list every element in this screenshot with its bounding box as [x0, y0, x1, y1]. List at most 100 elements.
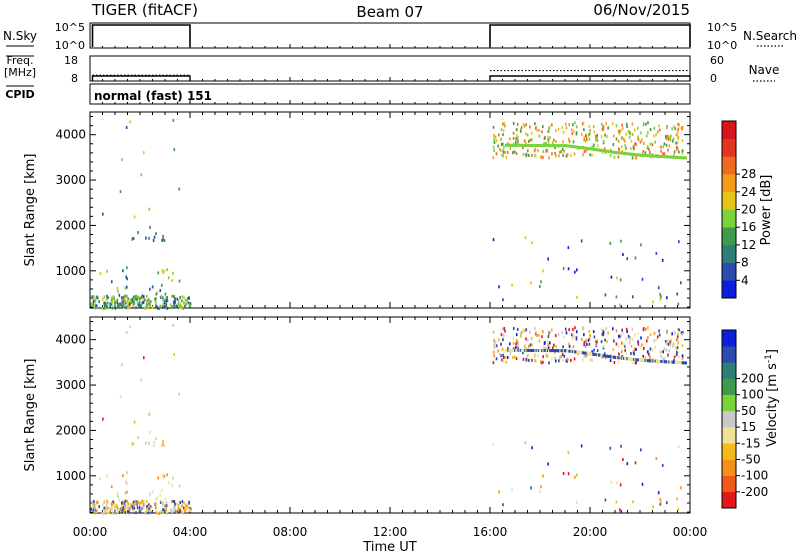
velocity-band-point — [645, 359, 648, 363]
power-point — [140, 295, 143, 299]
power-point — [681, 149, 684, 153]
power-point — [565, 126, 568, 130]
power-point — [582, 153, 584, 157]
power-point — [164, 292, 167, 296]
velocity-band-point — [543, 349, 546, 353]
velocity-point — [677, 507, 680, 511]
power-point — [591, 153, 593, 157]
power-point — [667, 134, 670, 138]
velocity-point — [551, 328, 553, 332]
power-point — [548, 156, 550, 160]
nsearch-tick-bottom: 10^0 — [707, 39, 737, 52]
velocity-point — [622, 332, 624, 336]
power-point — [625, 122, 628, 126]
power-band-point — [677, 155, 680, 159]
power-point — [525, 141, 527, 145]
power-point — [551, 152, 553, 156]
velocity-point — [551, 357, 553, 361]
time-tick-label-2: 08:00 — [273, 525, 308, 539]
velocity-colorbar-label-main: Velocity [m s — [765, 363, 780, 447]
power-point — [103, 306, 105, 310]
velocity-point — [600, 340, 603, 344]
power-point — [520, 125, 523, 129]
power-point — [138, 300, 141, 304]
power-band-point — [620, 151, 623, 155]
power-band-point — [649, 154, 651, 158]
power-band-point — [612, 150, 615, 154]
velocity-point — [171, 510, 174, 514]
power-band-point — [685, 156, 687, 160]
velocity-point — [124, 506, 127, 510]
velocity-band-point — [514, 348, 517, 352]
velocity-point — [124, 491, 127, 495]
velocity-point — [126, 471, 128, 475]
power-point — [548, 136, 551, 140]
power-point — [602, 125, 605, 129]
velocity-point — [639, 345, 642, 349]
velocity-point — [119, 507, 122, 511]
velocity-point — [160, 499, 163, 503]
velocity-point — [582, 358, 584, 362]
power-point — [114, 306, 117, 310]
velocity-point — [136, 506, 139, 510]
velocity-point — [593, 348, 595, 352]
velocity-band-point — [511, 348, 514, 352]
velocity-point — [587, 338, 590, 342]
velocity-band-point — [659, 359, 662, 363]
power-point — [124, 306, 127, 310]
velocity-point — [562, 335, 565, 339]
velocity-point — [594, 339, 597, 343]
power-point — [139, 304, 141, 308]
velocity-point — [499, 352, 501, 356]
power-point — [166, 299, 169, 303]
power-point — [648, 147, 650, 151]
power-point — [601, 150, 604, 154]
velocity-band-point — [525, 348, 528, 352]
power-colorbar-swatch-1 — [722, 262, 736, 281]
power-band-point — [535, 143, 538, 147]
velocity-point — [106, 474, 108, 478]
power-point — [117, 305, 119, 309]
velocity-colorbar-swatch-9 — [722, 346, 736, 363]
velocity-point — [574, 475, 576, 479]
power-band-point — [537, 144, 540, 148]
power-point — [534, 122, 536, 126]
power-point — [524, 236, 527, 240]
power-band-point — [663, 155, 666, 159]
velocity-point — [142, 503, 145, 507]
velocity-point — [492, 330, 495, 334]
power-point — [106, 301, 109, 305]
velocity-point — [503, 327, 506, 331]
velocity-point — [580, 337, 583, 341]
power-point — [572, 140, 575, 144]
velocity-band-point — [656, 359, 659, 363]
velocity-point — [653, 331, 656, 335]
velocity-point — [652, 505, 654, 509]
power-band-point — [574, 145, 577, 149]
power-point — [571, 132, 574, 136]
velocity-point — [630, 344, 633, 348]
velocity-point — [172, 476, 174, 480]
velocity-point — [542, 360, 544, 364]
velocity-point — [564, 327, 567, 331]
velocity-point — [661, 463, 664, 467]
power-point — [92, 300, 95, 304]
radar-title: TIGER (fitACF) — [91, 1, 198, 19]
power-point — [155, 232, 157, 236]
velocity-point — [669, 343, 672, 347]
velocity-point — [629, 337, 632, 341]
velocity-band-point — [662, 360, 665, 364]
velocity-band-point — [574, 350, 577, 354]
power-point — [540, 155, 542, 159]
velocity-point — [641, 343, 643, 347]
power-point — [515, 141, 517, 145]
velocity-point — [576, 473, 578, 477]
power-colorbar-swatch-0 — [722, 280, 736, 299]
velocity-point — [582, 326, 585, 330]
power-point — [609, 154, 612, 158]
power-point — [172, 271, 174, 275]
power-point — [625, 146, 627, 150]
power-point — [623, 139, 626, 143]
power-band-point — [651, 154, 654, 158]
velocity-point — [548, 361, 550, 365]
